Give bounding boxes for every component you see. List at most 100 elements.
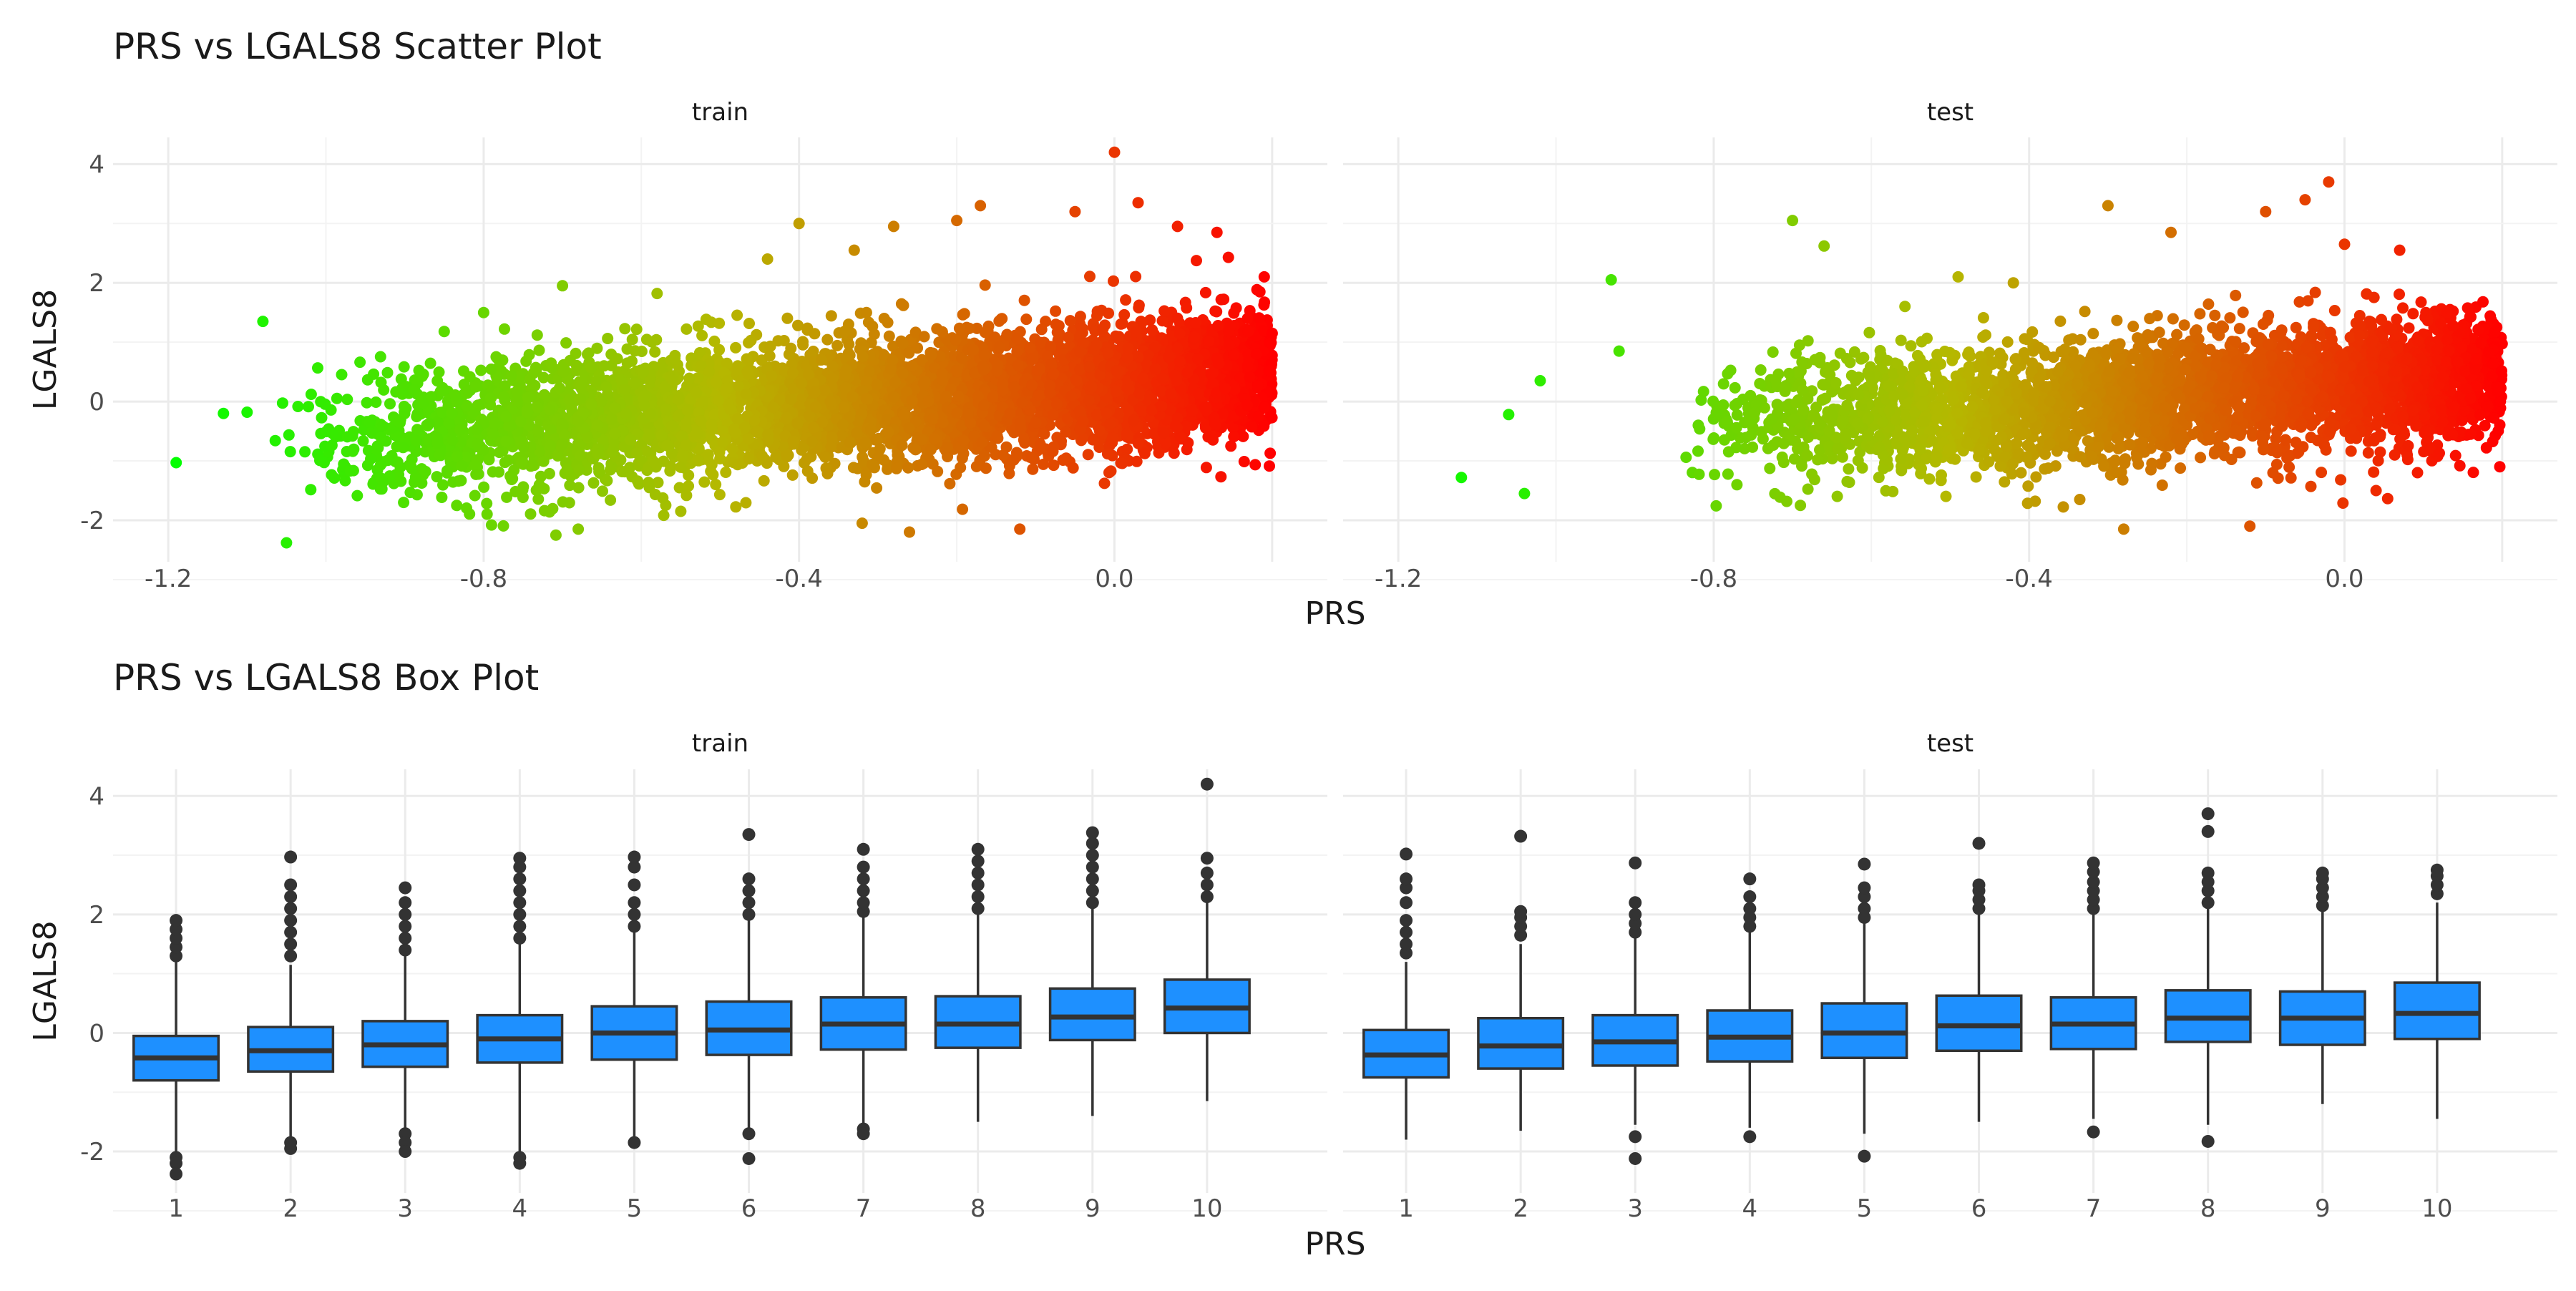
scatter-point [1258,299,1269,311]
scatter-point [809,328,820,339]
scatter-point [955,462,966,473]
scatter-point [944,478,955,489]
scatter-point [620,408,632,419]
scatter-point [743,453,754,464]
scatter-point [929,433,940,444]
scatter-point [643,477,654,488]
scatter-point [1001,329,1013,341]
scatter-point [399,401,410,412]
scatter-point [316,412,328,424]
facet-label-train: train [692,98,748,127]
scatter-point [1075,311,1086,322]
scatter-point [1065,315,1076,326]
scatter-point [713,318,725,329]
scatter-point [351,490,363,502]
scatter-point [802,465,814,477]
scatter-point [1200,287,1211,298]
scatter-point [606,414,618,425]
scatter-point [384,398,396,409]
scatter-point [554,382,565,394]
scatter-point [1172,313,1184,324]
scatter-point [538,456,550,467]
scatter-point [358,435,369,447]
scatter-point [1071,375,1083,386]
scatter-point [847,391,858,402]
scatter-point [979,349,990,361]
scatter-point [683,480,694,492]
scatter-point [486,364,497,375]
scatter-point [656,429,668,441]
scatter-point [1020,313,1032,325]
scatter-point [1091,339,1103,351]
scatter-point [1084,271,1096,282]
scatter-point [1045,341,1056,352]
scatter-point [336,369,348,381]
scatter-point [1091,409,1103,421]
scatter-point [839,402,850,414]
scatter-point [517,441,529,452]
scatter-point [976,437,987,448]
scatter-point [1018,434,1030,446]
scatter-point [897,439,908,451]
scatter-point [1146,324,1158,336]
scatter-point [1133,387,1145,399]
scatter-point [803,369,814,380]
scatter-point [1102,347,1113,359]
scatter-point [1083,361,1095,373]
scatter-point [1036,323,1048,335]
scatter-point [1011,333,1023,344]
scatter-point [504,470,516,482]
scatter-point [498,520,509,532]
scatter-point [1192,353,1204,364]
scatter-point [532,329,543,341]
scatter-point [361,397,373,409]
scatter-point [500,436,512,447]
scatter-point [885,364,897,375]
scatter-point [312,362,323,374]
scatter-point [1016,397,1028,409]
scatter-point [339,475,351,487]
scatter-point [1035,439,1046,450]
scatter-point [992,430,1003,442]
scatter-point [1242,313,1254,324]
scatter-point [1157,315,1169,326]
scatter-point [1053,320,1065,331]
scatter-point [925,444,937,455]
scatter-point [1101,407,1113,419]
scatter-point [1252,284,1263,296]
scatter-point [516,457,527,468]
scatter-point [710,479,721,490]
scatter-point [713,344,725,356]
scatter-point [825,396,836,407]
scatter-point [277,397,288,409]
scatter-point [1133,438,1144,449]
scatter-point [494,447,505,458]
scatter-point [731,310,743,321]
box-plot-title: PRS vs LGALS8 Box Plot [113,657,539,698]
scatter-point [867,321,878,332]
scatter-point [544,404,555,416]
scatter-point [903,422,914,434]
scatter-point [498,391,509,402]
scatter-point [903,347,914,359]
scatter-point [1011,346,1023,357]
scatter-point [663,441,675,452]
scatter-point [1103,308,1114,319]
scatter-point [673,394,684,406]
scatter-point [619,466,630,477]
scatter-point [925,350,937,361]
scatter-point [545,357,557,369]
scatter-point [891,463,902,474]
scatter-point [831,340,843,351]
scatter-point [707,469,718,480]
scatter-point [627,333,638,345]
scatter-y-tick-label: -2 [80,507,104,535]
scatter-point [1228,431,1239,442]
scatter-point [362,374,374,386]
scatter-point [1150,363,1161,374]
scatter-point [600,381,612,393]
scatter-point [538,372,550,384]
scatter-point [669,353,680,364]
scatter-point [441,465,453,477]
